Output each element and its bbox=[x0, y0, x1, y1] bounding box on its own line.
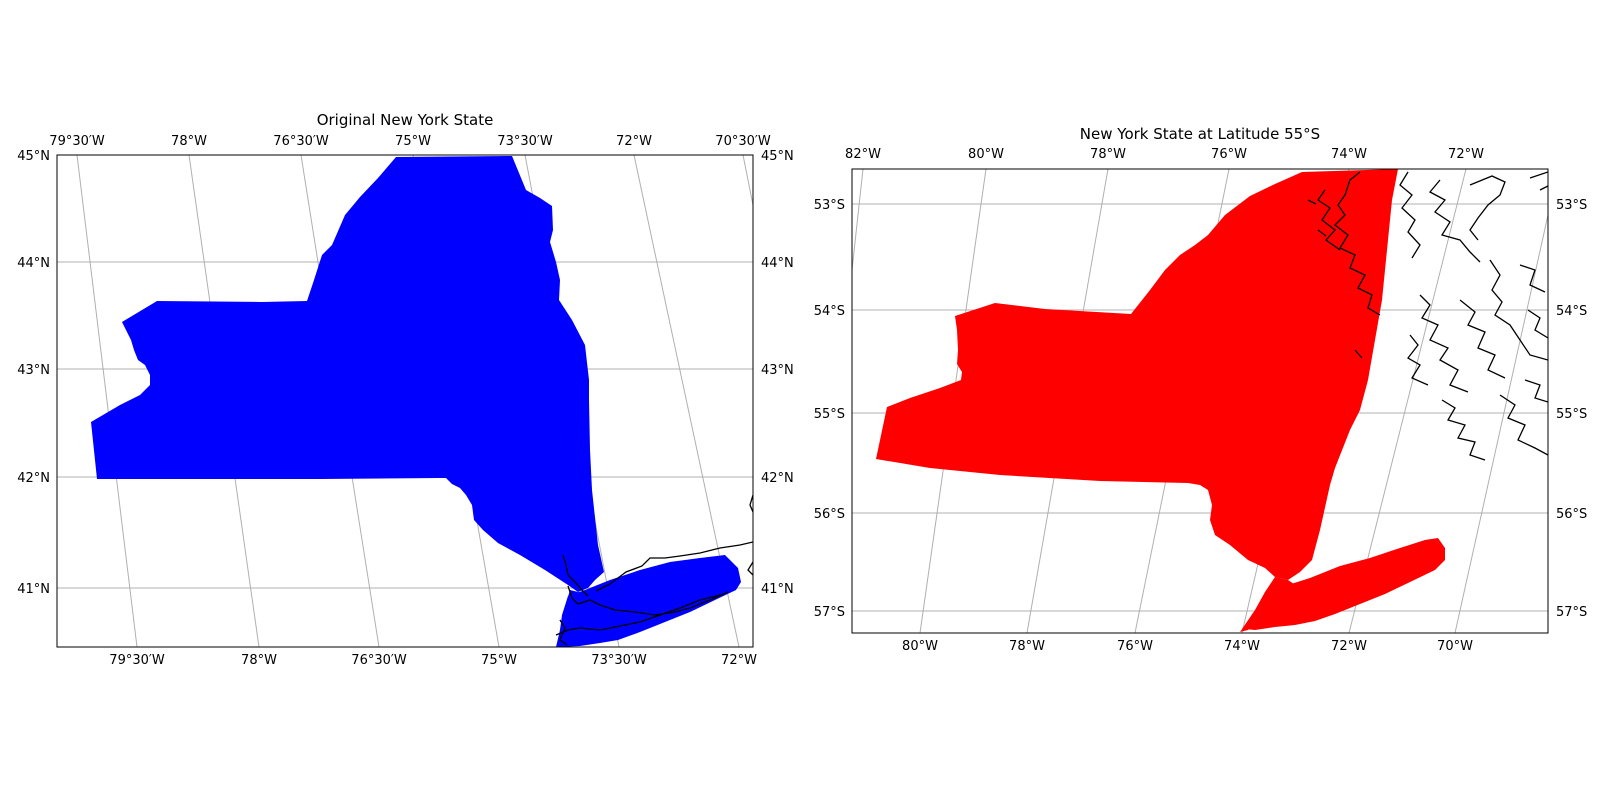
tick-label: 55°S bbox=[1556, 407, 1587, 422]
map-frame bbox=[851, 168, 1549, 634]
coastline bbox=[1419, 294, 1469, 393]
map-body bbox=[852, 169, 1548, 633]
tick-label: 54°S bbox=[814, 304, 845, 319]
tick-label: 44°N bbox=[17, 256, 50, 271]
map-frame bbox=[56, 154, 754, 648]
tick-label: 42°N bbox=[761, 471, 794, 486]
tick-label: 42°N bbox=[17, 471, 50, 486]
coastline bbox=[1317, 189, 1341, 251]
gridline-lon bbox=[76, 155, 138, 647]
coastline bbox=[567, 585, 729, 616]
tick-label: 73°30′W bbox=[497, 134, 553, 149]
coastline bbox=[1519, 264, 1548, 339]
coastline bbox=[1524, 379, 1548, 403]
tick-label: 72°W bbox=[1331, 639, 1367, 654]
map-original: Original New York State bbox=[17, 111, 794, 668]
tick-label: 76°30′W bbox=[351, 653, 407, 668]
state-shape-nyc bbox=[556, 590, 590, 647]
coastline bbox=[1489, 259, 1548, 361]
lat-ticks-right: 53°S 54°S 55°S 56°S 57°S bbox=[1556, 198, 1587, 620]
coastline bbox=[1459, 299, 1506, 379]
coastline bbox=[1441, 399, 1486, 461]
tick-label: 78°W bbox=[241, 653, 277, 668]
map-title: New York State at Latitude 55°S bbox=[1080, 125, 1320, 143]
tick-label: 70°W bbox=[1437, 639, 1473, 654]
gridline-lon bbox=[742, 155, 753, 206]
tick-label: 78°W bbox=[1009, 639, 1045, 654]
gridline-lon bbox=[1348, 169, 1467, 633]
gridline-lon bbox=[852, 169, 864, 271]
tick-label: 72°W bbox=[616, 134, 652, 149]
tick-label: 72°W bbox=[721, 653, 757, 668]
tick-label: 41°N bbox=[761, 582, 794, 597]
tick-label: 80°W bbox=[902, 639, 938, 654]
tick-label: 56°S bbox=[1556, 507, 1587, 522]
coastline bbox=[559, 619, 568, 646]
tick-label: 54°S bbox=[1556, 304, 1587, 319]
tick-label: 76°W bbox=[1211, 147, 1247, 162]
tick-label: 43°N bbox=[17, 363, 50, 378]
coastline bbox=[562, 554, 589, 597]
tick-label: 44°N bbox=[761, 256, 794, 271]
tick-label: 78°W bbox=[1090, 147, 1126, 162]
state-shape-long-island bbox=[558, 555, 741, 647]
tick-label: 53°S bbox=[814, 198, 845, 213]
tick-label: 74°W bbox=[1331, 147, 1367, 162]
tick-label: 41°N bbox=[17, 582, 50, 597]
coastline bbox=[1307, 199, 1363, 359]
lon-ticks-bottom: 80°W 78°W 76°W 74°W 72°W 70°W bbox=[902, 639, 1473, 654]
tick-label: 55°S bbox=[814, 407, 845, 422]
tick-label: 79°30′W bbox=[109, 653, 165, 668]
coastline bbox=[1334, 171, 1381, 316]
map-title: Original New York State bbox=[317, 111, 494, 129]
tick-label: 80°W bbox=[968, 147, 1004, 162]
coastline bbox=[1399, 171, 1421, 259]
coastline bbox=[747, 561, 753, 576]
lat-ticks-right: 45°N 44°N 43°N 42°N 41°N bbox=[761, 149, 794, 597]
lon-ticks-top: 82°W 80°W 78°W 76°W 74°W 72°W bbox=[845, 147, 1484, 162]
tick-label: 53°S bbox=[1556, 198, 1587, 213]
state-shape-nyc bbox=[1240, 577, 1300, 632]
tick-label: 45°N bbox=[17, 149, 50, 164]
tick-label: 76°30′W bbox=[273, 134, 329, 149]
coastline bbox=[1428, 179, 1481, 263]
tick-label: 56°S bbox=[814, 507, 845, 522]
coastline bbox=[1407, 334, 1429, 386]
tick-label: 76°W bbox=[1117, 639, 1153, 654]
lon-ticks-top: 79°30′W 78°W 76°30′W 75°W 73°30′W 72°W 7… bbox=[49, 134, 771, 149]
tick-label: 45°N bbox=[761, 149, 794, 164]
tick-label: 79°30′W bbox=[49, 134, 105, 149]
lat-ticks-left: 45°N 44°N 43°N 42°N 41°N bbox=[17, 149, 50, 597]
state-shape-ny bbox=[876, 169, 1398, 580]
tick-label: 57°S bbox=[1556, 605, 1587, 620]
tick-label: 75°W bbox=[395, 134, 431, 149]
coastline bbox=[1529, 171, 1548, 191]
tick-label: 75°W bbox=[481, 653, 517, 668]
tick-label: 78°W bbox=[171, 134, 207, 149]
tick-label: 70°30′W bbox=[715, 134, 771, 149]
tick-label: 57°S bbox=[814, 605, 845, 620]
coastline bbox=[555, 594, 721, 636]
lat-ticks-left: 53°S 54°S 55°S 56°S 57°S bbox=[814, 198, 845, 620]
map-shifted: New York State at Latitude 55°S bbox=[814, 125, 1588, 654]
lon-ticks-bottom: 79°30′W 78°W 76°30′W 75°W 73°30′W 72°W bbox=[109, 653, 757, 668]
tick-label: 82°W bbox=[845, 147, 881, 162]
coastline bbox=[1499, 394, 1548, 456]
coastline bbox=[595, 541, 753, 592]
state-shape-ny bbox=[91, 156, 604, 592]
tick-label: 74°W bbox=[1224, 639, 1260, 654]
gridline-lon bbox=[1454, 214, 1548, 633]
coastline bbox=[749, 494, 753, 513]
map-body bbox=[57, 155, 753, 647]
coastline bbox=[1469, 175, 1506, 241]
state-shape-long-island bbox=[1245, 538, 1445, 630]
tick-label: 72°W bbox=[1448, 147, 1484, 162]
tick-label: 43°N bbox=[761, 363, 794, 378]
tick-label: 73°30′W bbox=[591, 653, 647, 668]
